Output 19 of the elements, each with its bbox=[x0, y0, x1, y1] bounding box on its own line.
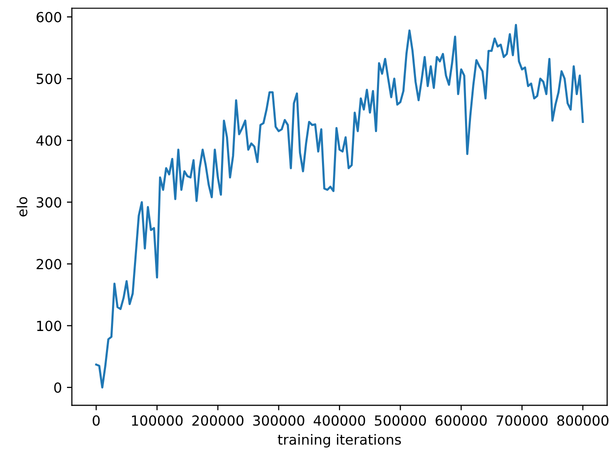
line-series bbox=[95, 24, 584, 388]
x-tick-label: 700000 bbox=[496, 415, 548, 426]
y-tick-label: 100 bbox=[37, 320, 62, 332]
y-tick-label: 400 bbox=[36, 135, 62, 146]
y-tick-label: 0 bbox=[54, 382, 62, 393]
x-tick-label: 200000 bbox=[192, 415, 244, 426]
x-tick-label: 500000 bbox=[374, 415, 426, 426]
y-tick-label: 200 bbox=[36, 258, 62, 270]
y-tick-label: 300 bbox=[36, 197, 62, 208]
x-tick-label: 600000 bbox=[436, 415, 487, 426]
x-tick-label: 400000 bbox=[314, 415, 366, 426]
x-tick-label: 800000 bbox=[557, 415, 608, 426]
x-tick-label: 100000 bbox=[132, 415, 183, 426]
y-axis-title: elo bbox=[16, 197, 28, 216]
y-tick-label: 500 bbox=[36, 74, 62, 84]
x-axis-title: training iterations bbox=[278, 434, 401, 448]
y-tick-label: 600 bbox=[36, 12, 62, 22]
x-tick-label: 300000 bbox=[253, 415, 304, 426]
x-tick-label: 0 bbox=[92, 415, 100, 426]
